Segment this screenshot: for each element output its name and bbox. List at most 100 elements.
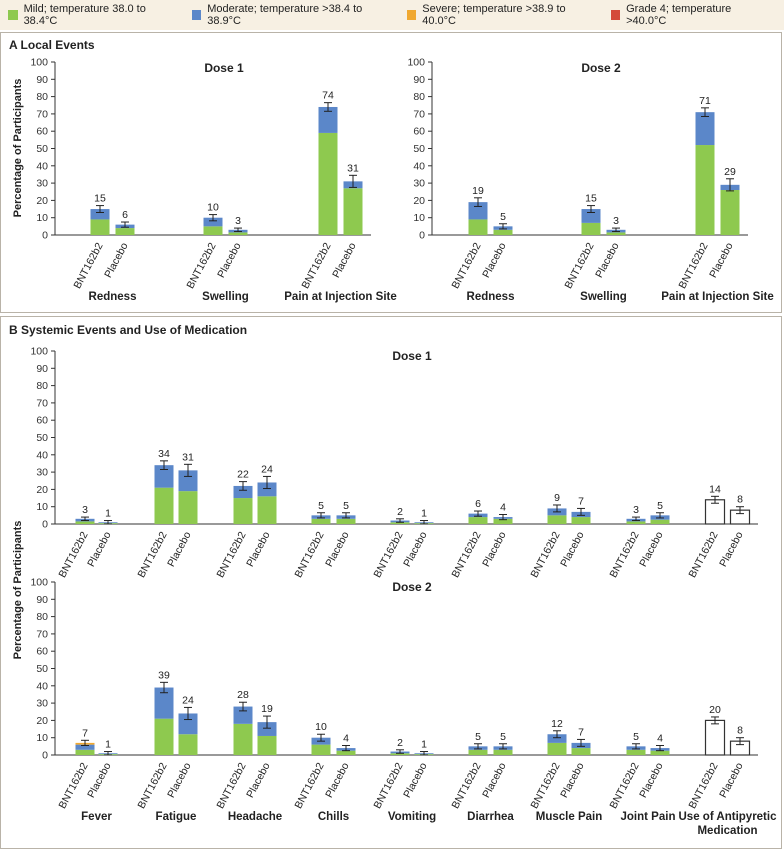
y-tick-label: 30 [36, 467, 48, 479]
x-group-label: Placebo [717, 761, 745, 800]
y-tick-label: 60 [413, 126, 425, 138]
bar-segment-moderate [581, 209, 601, 223]
data-label: 4 [657, 732, 663, 744]
data-label: 28 [237, 689, 249, 701]
legend-item-mild: Mild; temperature 38.0 to 38.4°C [8, 3, 176, 27]
y-axis-label: Percentage of Participants [12, 79, 24, 218]
legend-item-grade4: Grade 4; temperature >40.0°C [610, 3, 768, 27]
y-tick-label: 20 [36, 484, 48, 496]
y-tick-label: 20 [413, 195, 425, 207]
bar-segment-mild [468, 219, 488, 235]
x-group-label: BNT162b2 [371, 761, 405, 811]
y-tick-label: 40 [36, 680, 48, 692]
y-tick-label: 70 [36, 108, 48, 120]
data-label: 15 [585, 193, 597, 205]
data-label: 5 [500, 731, 506, 743]
category-label: Swelling [580, 291, 627, 303]
data-label: 19 [261, 703, 273, 715]
legend-swatch-mild [8, 10, 18, 20]
bar-segment-moderate [90, 209, 110, 220]
y-tick-label: 60 [36, 646, 48, 658]
bar-segment-mild [468, 749, 488, 755]
bar-segment-mild [318, 132, 338, 235]
bar-segment-moderate [695, 112, 715, 146]
legend-item-moderate: Moderate; temperature >38.4 to 38.9°C [191, 3, 391, 27]
x-group-label: BNT162b2 [214, 530, 248, 580]
data-label: 14 [709, 483, 721, 495]
data-label: 10 [207, 202, 219, 214]
y-tick-label: 90 [36, 594, 48, 606]
bar-segment-mild [571, 517, 591, 524]
category-label: Vomiting [388, 811, 436, 823]
bar-segment-mild [311, 518, 331, 524]
y-tick-label: 10 [36, 501, 48, 513]
bar-segment-mild [547, 515, 567, 524]
y-tick-label: 80 [36, 91, 48, 103]
y-tick-label: 40 [36, 449, 48, 461]
y-tick-label: 70 [36, 397, 48, 409]
data-label: 71 [699, 95, 711, 107]
bar-segment-mild [75, 749, 95, 755]
bar-segment-moderate [178, 713, 198, 735]
bar-segment-mild [257, 496, 277, 524]
bar-segment-mild [547, 742, 567, 755]
bar-segment-moderate [468, 202, 488, 220]
bar-segment-moderate [547, 734, 567, 743]
bar-segment-mild [75, 521, 95, 524]
y-tick-label: 0 [42, 519, 48, 531]
data-label: 2 [397, 506, 403, 518]
bar-segment-mild [571, 748, 591, 755]
data-label: 4 [500, 501, 506, 513]
bar-segment-mild [720, 190, 740, 235]
data-label: 5 [500, 211, 506, 223]
x-group-label: Placebo [323, 530, 351, 569]
x-group-label: BNT162b2 [562, 241, 596, 291]
x-group-label: BNT162b2 [449, 241, 483, 291]
x-group-label: BNT162b2 [135, 530, 169, 580]
data-label: 29 [724, 166, 736, 178]
x-group-label: BNT162b2 [292, 530, 326, 580]
y-tick-label: 10 [36, 732, 48, 744]
x-group-label: Placebo [480, 761, 508, 800]
bar-segment-mild [115, 228, 135, 235]
data-label: 8 [737, 725, 743, 737]
data-label: 1 [421, 508, 427, 520]
bar-segment-moderate [75, 744, 95, 750]
data-label: 6 [122, 209, 128, 221]
y-tick-label: 60 [36, 415, 48, 427]
panel-b-title: B Systemic Events and Use of Medication [9, 323, 248, 337]
y-tick-label: 70 [413, 108, 425, 120]
bar-segment-mild [626, 749, 646, 755]
y-tick-label: 0 [419, 230, 425, 242]
x-group-label: BNT162b2 [56, 761, 90, 811]
category-label: Pain at Injection Site [284, 291, 396, 303]
panel-a-title: A Local Events [9, 38, 95, 52]
x-group-label: BNT162b2 [371, 530, 405, 580]
bar-segment-moderate [257, 722, 277, 736]
x-group-label: BNT162b2 [299, 241, 333, 291]
category-label: Use of Antipyretic [679, 811, 778, 823]
y-axis-label: Percentage of Participants [12, 521, 24, 660]
y-tick-label: 100 [30, 577, 48, 589]
data-label: 1 [105, 739, 111, 751]
legend: Mild; temperature 38.0 to 38.4°C Moderat… [0, 0, 784, 30]
category-label: Medication [697, 825, 757, 837]
bar-segment-mild [336, 518, 356, 524]
bar-segment-moderate [233, 485, 253, 499]
y-tick-label: 20 [36, 715, 48, 727]
category-label: Chills [318, 811, 349, 823]
data-label: 9 [554, 492, 560, 504]
data-label: 3 [82, 504, 88, 516]
x-group-label: BNT162b2 [184, 241, 218, 291]
bar-segment-mild [257, 735, 277, 755]
x-group-label: Placebo [102, 241, 130, 280]
legend-swatch-severe [406, 10, 417, 20]
panel-b: B Systemic Events and Use of Medication [0, 316, 782, 849]
legend-label-severe: Severe; temperature >38.9 to 40.0°C [422, 3, 566, 27]
y-tick-label: 80 [413, 91, 425, 103]
y-tick-label: 50 [413, 143, 425, 155]
data-label: 7 [82, 727, 88, 739]
x-group-label: Placebo [593, 241, 621, 280]
category-label: Diarrhea [467, 811, 514, 823]
data-label: 31 [347, 162, 359, 174]
